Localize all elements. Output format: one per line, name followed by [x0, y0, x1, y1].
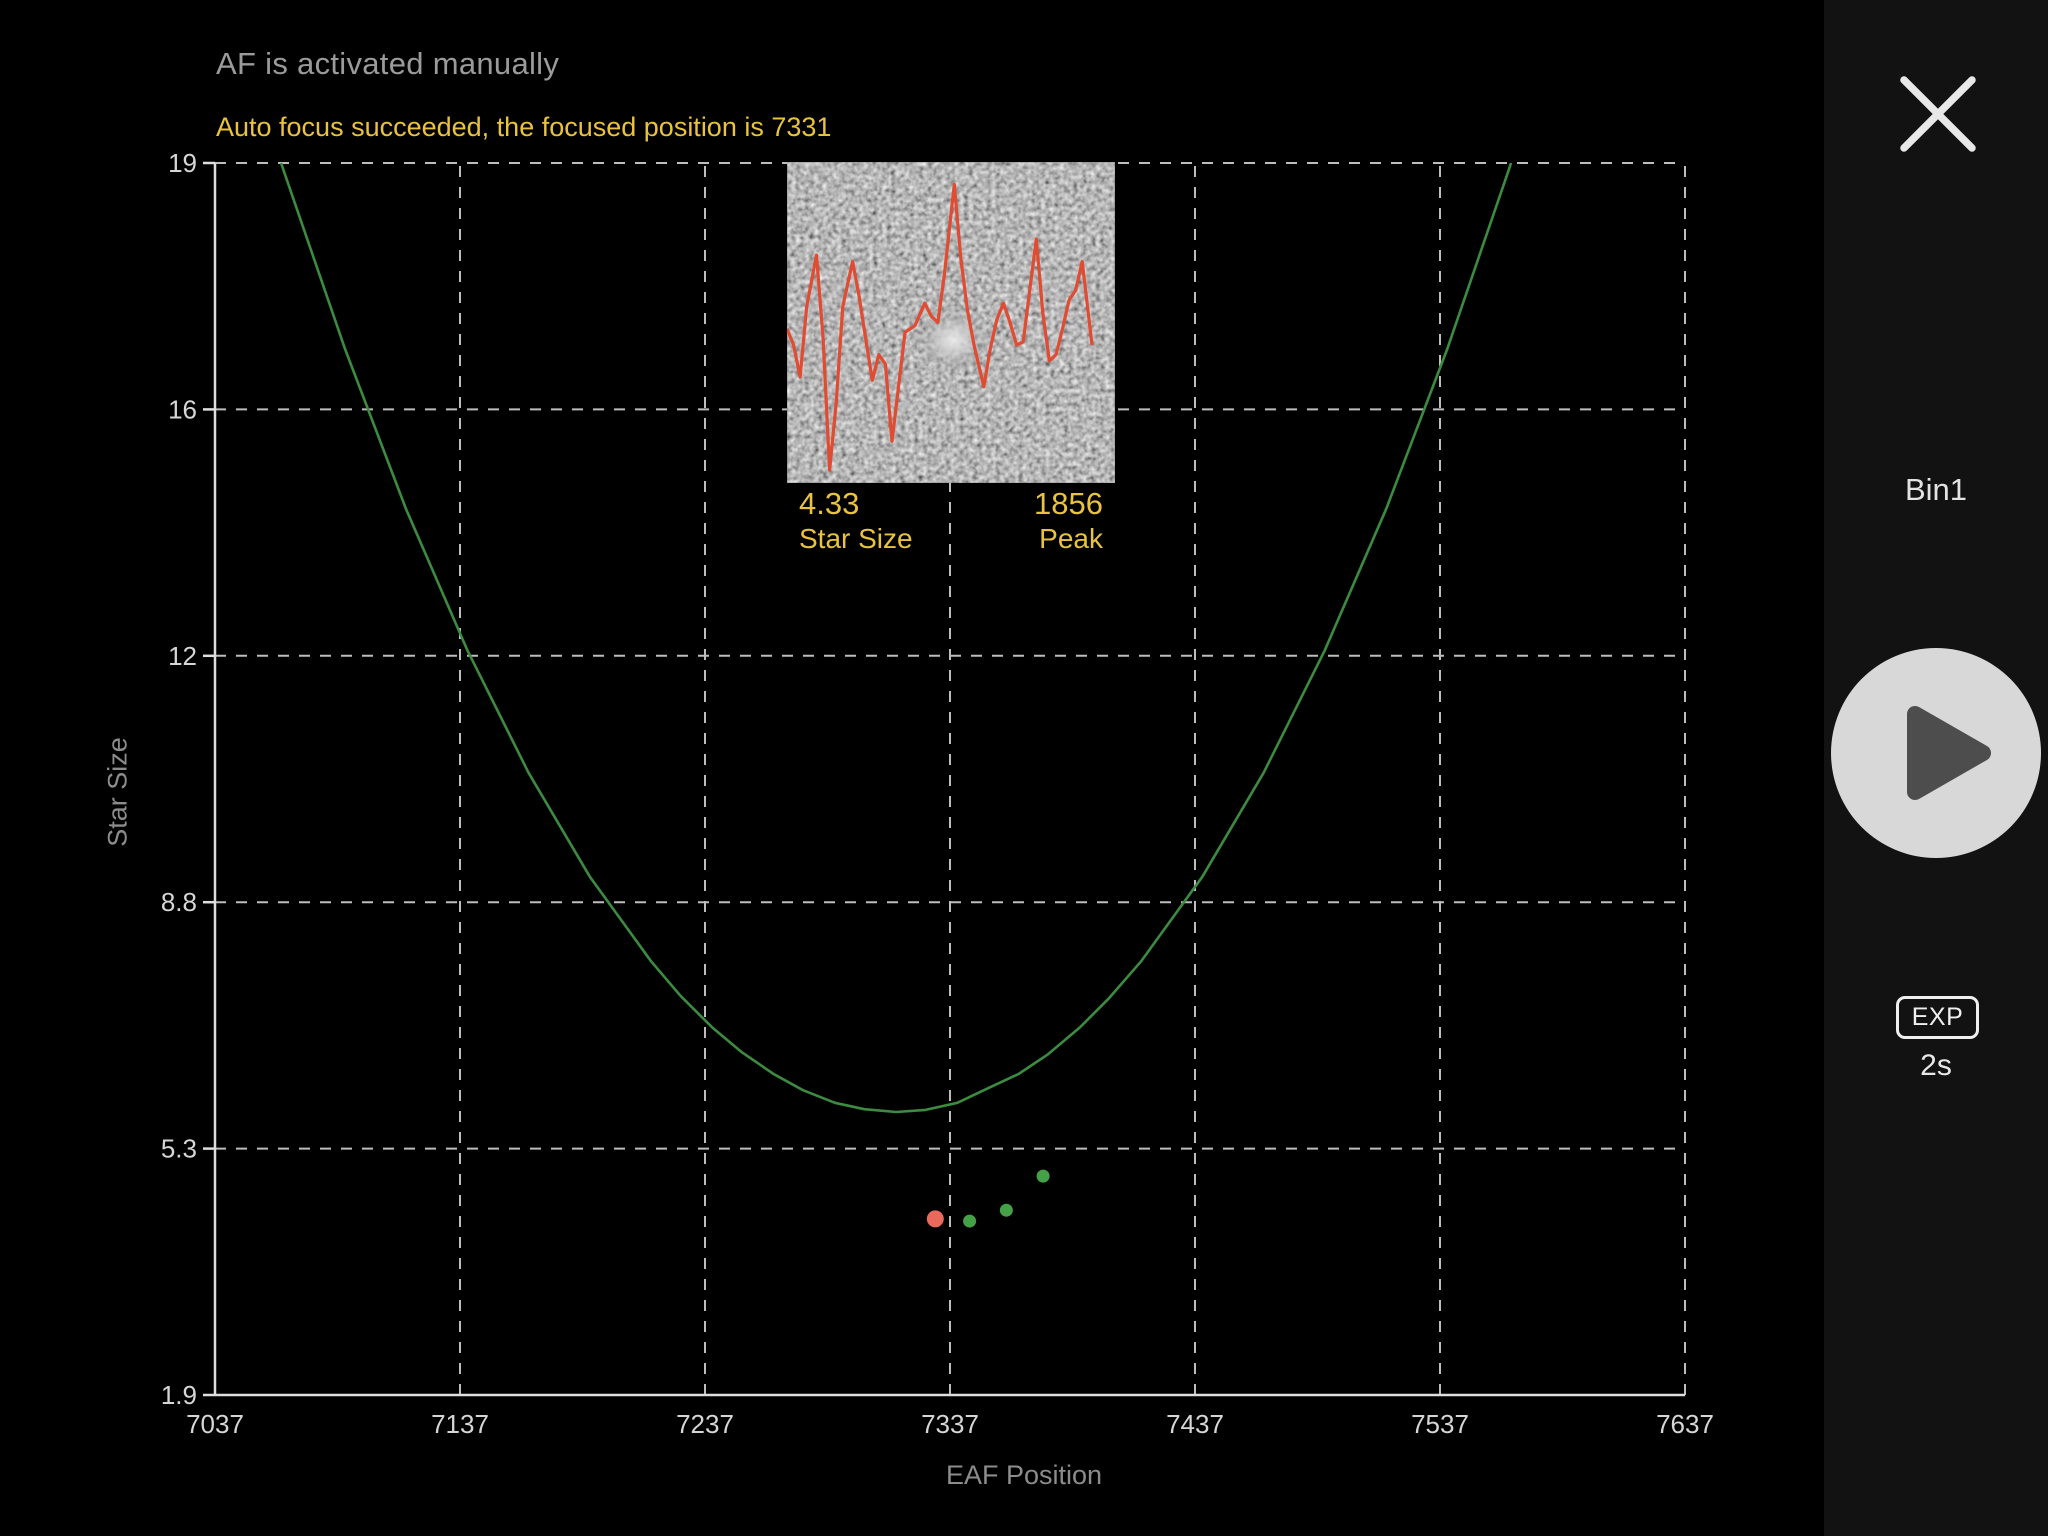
exposure-value: 2s [1920, 1049, 1952, 1082]
peak-value: 1856 [1034, 486, 1103, 521]
close-button[interactable] [1894, 70, 1982, 158]
svg-text:7037: 7037 [186, 1409, 244, 1439]
svg-text:7237: 7237 [676, 1409, 734, 1439]
binning-setting[interactable]: Bin1 [1904, 472, 1968, 507]
star-size-value: 4.33 [799, 486, 860, 521]
x-axis-title: EAF Position [945, 1460, 1103, 1490]
svg-text:7337: 7337 [921, 1409, 979, 1439]
exposure-button[interactable]: EXP [1896, 996, 1979, 1039]
svg-text:19: 19 [168, 148, 197, 178]
star-size-caption: Star Size [799, 523, 913, 554]
star-readouts: 4.33 Star Size 1856 Peak [787, 486, 1115, 555]
svg-text:8.8: 8.8 [161, 887, 197, 917]
svg-text:1.9: 1.9 [161, 1380, 197, 1410]
star-blob [915, 307, 991, 373]
star-size-readout: 4.33 Star Size [799, 486, 913, 555]
close-icon [1900, 76, 1976, 152]
af-status-message: AF is activated manually [216, 46, 560, 81]
control-sidebar: Bin1 EXP 2s [1824, 0, 2048, 1536]
svg-text:16: 16 [168, 394, 197, 424]
y-axis-title: Star Size [102, 737, 133, 847]
af-result-message: Auto focus succeeded, the focused positi… [216, 112, 832, 142]
peak-readout: 1856 Peak [1034, 486, 1103, 555]
star-profile-line [787, 182, 1094, 472]
star-preview-image [787, 162, 1115, 483]
svg-text:7537: 7537 [1411, 1409, 1469, 1439]
svg-text:12: 12 [168, 641, 197, 671]
start-autofocus-button[interactable] [1831, 648, 2041, 858]
svg-text:5.3: 5.3 [161, 1134, 197, 1164]
svg-text:7437: 7437 [1166, 1409, 1224, 1439]
svg-text:7137: 7137 [431, 1409, 489, 1439]
play-icon [1907, 706, 1991, 800]
svg-text:7637: 7637 [1656, 1409, 1714, 1439]
peak-caption: Peak [1039, 523, 1103, 554]
